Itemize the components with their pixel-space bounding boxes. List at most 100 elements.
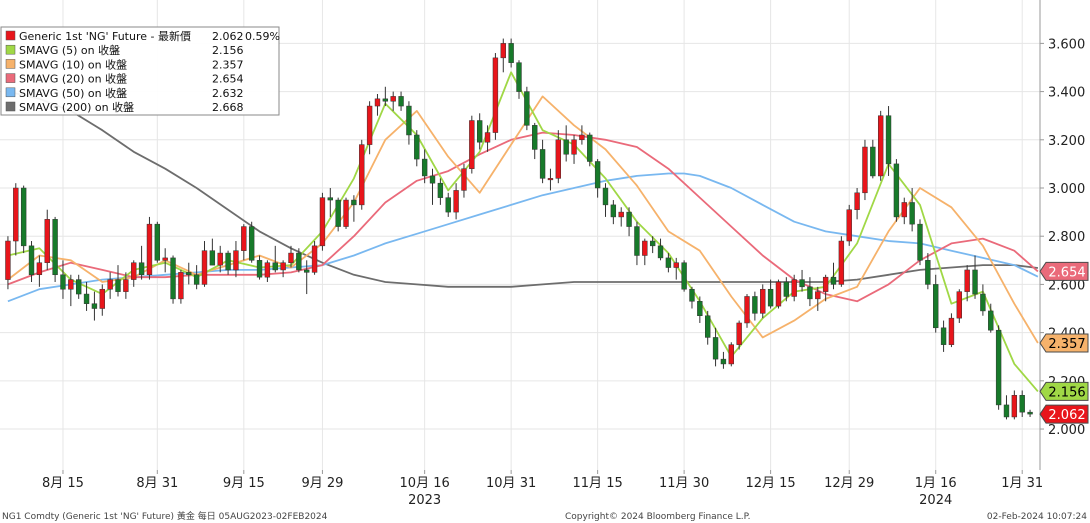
candle-body xyxy=(115,279,121,292)
candle-body xyxy=(241,226,247,251)
candle-body xyxy=(547,178,554,181)
candle-body xyxy=(359,144,365,206)
x-axis-ticks: 8月 15 8月 31 9月 15 9月 29 10月 16 10月 31 11月 15 11… xyxy=(42,470,1043,508)
candle-body xyxy=(20,187,27,247)
candle-body xyxy=(445,197,451,213)
candle-body xyxy=(366,105,373,145)
y-tick-label: 2.000 xyxy=(1048,423,1085,438)
candle-body xyxy=(807,286,813,300)
candle-body xyxy=(1011,395,1018,418)
candle-body xyxy=(225,252,231,271)
candle-body xyxy=(524,91,530,126)
x-tick-label: 12月 15 xyxy=(745,476,795,491)
y-tick-label: 3.600 xyxy=(1048,37,1085,52)
candle-body xyxy=(917,223,923,261)
candle-body xyxy=(469,120,475,169)
legend-entry-name: SMAVG (200) on 收盤 xyxy=(19,100,134,114)
price-tag: 2.357 xyxy=(1039,333,1089,353)
candle-body xyxy=(500,43,506,59)
candle-body xyxy=(815,291,821,300)
legend-swatch xyxy=(5,87,16,98)
candle-body xyxy=(728,344,734,365)
x-tick-label: 11月 30 xyxy=(659,476,709,491)
candle-body xyxy=(618,211,624,218)
candle-body xyxy=(760,288,766,314)
candle-body xyxy=(602,187,609,206)
candle-body xyxy=(178,272,184,300)
price-tag-background xyxy=(1039,381,1089,401)
price-tag-label: 2.062 xyxy=(1048,408,1085,423)
legend-entry-name: SMAVG (20) on 收盤 xyxy=(19,72,127,86)
candle-body xyxy=(948,317,955,345)
candle-body xyxy=(712,337,719,360)
candle-body xyxy=(642,240,648,256)
candle-body xyxy=(193,274,200,285)
candle-body xyxy=(705,315,711,338)
candle-body xyxy=(60,274,66,290)
y-tick-label: 3.200 xyxy=(1048,134,1085,149)
candle-body xyxy=(484,132,491,143)
candle-body xyxy=(563,139,569,155)
y-tick-label: 2.800 xyxy=(1048,230,1085,245)
candle-body xyxy=(846,209,852,242)
legend-entry-value: 2.156 xyxy=(212,44,244,57)
candle-body xyxy=(909,202,915,225)
candle-body xyxy=(767,288,774,307)
candle-body xyxy=(107,279,113,290)
candle-body xyxy=(209,250,216,266)
x-tick-label: 1月 31 xyxy=(1001,476,1043,491)
candle-body xyxy=(995,329,1002,406)
candle-body xyxy=(154,223,161,261)
candle-body xyxy=(343,199,349,227)
candle-body xyxy=(870,146,876,177)
candle-body xyxy=(838,240,845,285)
legend-entry-name: Generic 1st 'NG' Future - 最新價 xyxy=(19,29,191,43)
candle-body xyxy=(933,284,939,329)
price-tag-label: 2.357 xyxy=(1048,337,1085,352)
candle-body xyxy=(791,279,797,297)
legend-entry-name: SMAVG (5) on 收盤 xyxy=(19,43,120,57)
candle-body xyxy=(571,139,577,155)
candle-body xyxy=(893,163,900,218)
candle-body xyxy=(681,262,687,290)
candle-body xyxy=(414,134,420,160)
candle-body xyxy=(421,158,428,177)
legend: Generic 1st 'NG' Future - 最新價 2.062 0.59% S… xyxy=(0,26,280,116)
y-tick-label: 2.600 xyxy=(1048,278,1085,293)
candle-body xyxy=(453,190,459,213)
candle-body xyxy=(587,134,593,162)
x-tick-label: 12月 29 xyxy=(824,476,874,491)
legend-entry-value: 2.654 xyxy=(212,73,244,86)
price-tag-label: 2.156 xyxy=(1048,385,1085,400)
candle-body xyxy=(783,281,790,297)
candle-body xyxy=(956,291,962,319)
candle-body xyxy=(311,245,318,273)
candle-body xyxy=(382,98,389,102)
candle-body xyxy=(673,262,679,268)
candle-body xyxy=(634,226,640,256)
legend-box xyxy=(0,26,280,116)
candle-body xyxy=(170,257,176,300)
candle-body xyxy=(877,115,884,177)
candle-body xyxy=(830,276,837,285)
candle-body xyxy=(988,310,994,331)
candle-body xyxy=(83,293,90,304)
candle-body xyxy=(272,262,278,271)
candle-body xyxy=(539,149,546,179)
x-year-label: 2023 xyxy=(408,493,441,508)
candle-body xyxy=(964,269,970,292)
x-tick-label: 10月 31 xyxy=(486,476,536,491)
candle-body xyxy=(201,250,208,285)
x-tick-label: 9月 29 xyxy=(301,476,343,491)
y-tick-label: 3.000 xyxy=(1048,182,1085,197)
candle-body xyxy=(579,134,585,141)
candle-body xyxy=(217,252,223,266)
candle-body xyxy=(91,303,98,309)
candle-body xyxy=(744,296,750,324)
candle-body xyxy=(594,161,601,189)
moving-average-line xyxy=(7,90,1039,288)
candle-body xyxy=(508,43,514,63)
legend-swatch xyxy=(5,73,16,83)
price-tag-label: 2.654 xyxy=(1048,265,1085,280)
candle-body xyxy=(138,262,145,276)
